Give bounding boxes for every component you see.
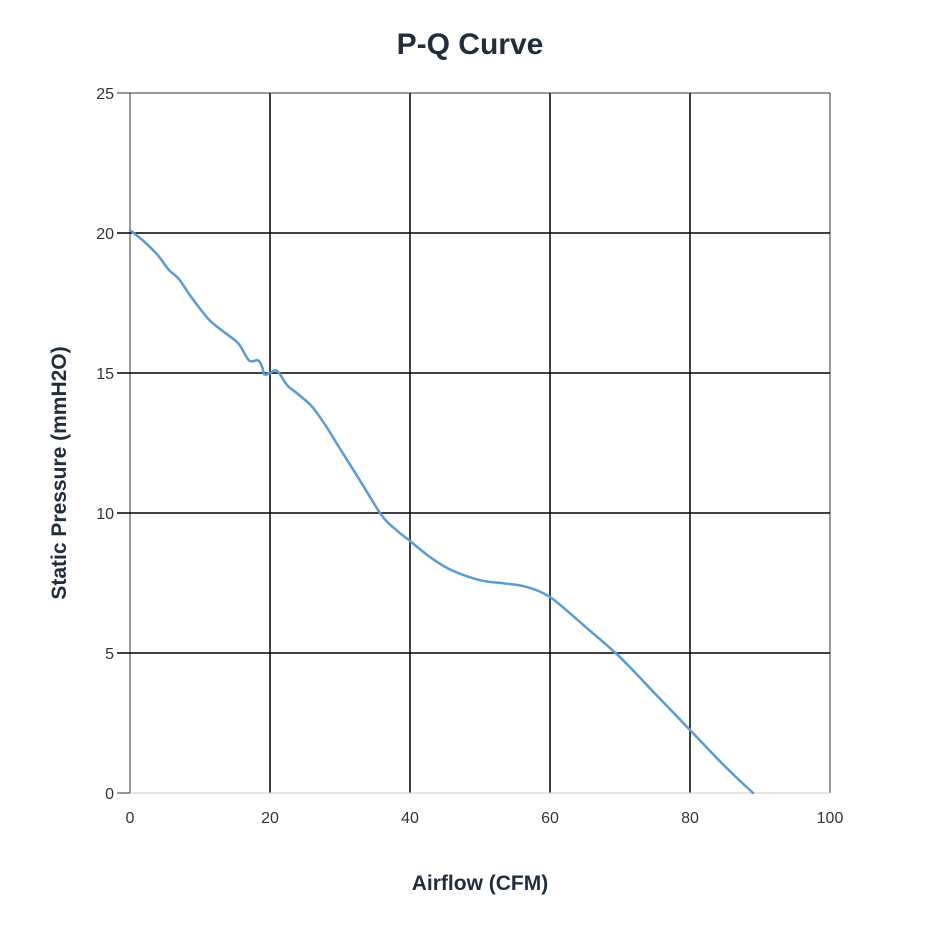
grid-lines <box>117 92 831 794</box>
x-tick-label: 40 <box>401 810 419 827</box>
y-tick-label: 25 <box>96 86 114 103</box>
chart-title: P-Q Curve <box>396 28 544 61</box>
y-tick-label: 5 <box>105 646 114 663</box>
y-axis-title: Static Pressure (mmH2O) <box>48 346 71 600</box>
x-tick-label: 0 <box>126 810 135 827</box>
x-tick-label: 80 <box>681 810 699 827</box>
x-axis-title: Airflow (CFM) <box>411 872 549 895</box>
y-tick-label: 10 <box>96 506 114 523</box>
x-tick-label: 20 <box>261 810 279 827</box>
x-tick-label: 60 <box>541 810 559 827</box>
x-tick-labels: 0 20 40 60 80 100 <box>126 810 844 827</box>
x-tick-label: 100 <box>817 810 844 827</box>
y-tick-label: 0 <box>105 786 114 803</box>
y-tick-label: 20 <box>96 226 114 243</box>
series-line <box>128 228 755 795</box>
y-tick-label: 15 <box>96 366 114 383</box>
y-tick-labels: 0 5 10 15 20 25 <box>96 86 114 803</box>
